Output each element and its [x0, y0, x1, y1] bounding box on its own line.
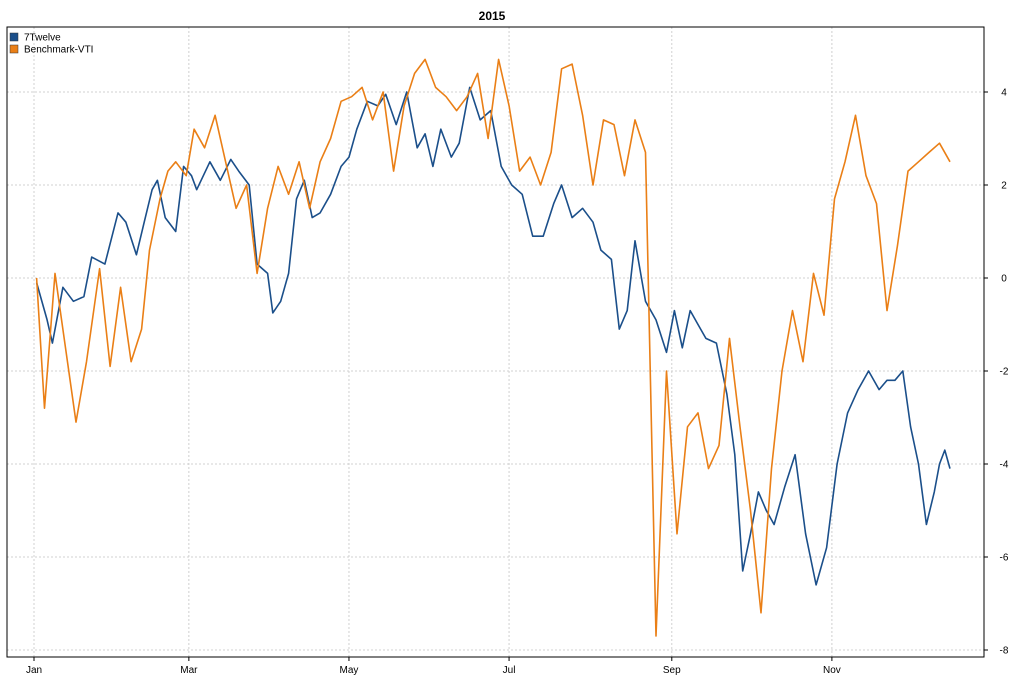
y-tick-label: -6 [1000, 553, 1009, 564]
x-tick-label: Jan [26, 665, 42, 676]
y-tick-label: 4 [1001, 88, 1007, 99]
chart-title: 2015 [479, 9, 506, 23]
legend-label: 7Twelve [24, 33, 61, 44]
plot-frame [6, 26, 985, 658]
legend-label: Benchmark-VTI [24, 45, 93, 56]
series-line-benchmark-vti [35, 58, 951, 637]
x-tick-label: Sep [663, 665, 681, 676]
x-tick-label: May [340, 665, 359, 676]
grid [7, 27, 984, 657]
y-tick-label: -8 [1000, 646, 1009, 657]
y-tick-label: -4 [1000, 460, 1009, 471]
x-tick-label: Nov [823, 665, 841, 676]
legend-swatch [9, 32, 19, 42]
y-tick-label: -2 [1000, 367, 1009, 378]
series-layer [35, 58, 951, 637]
y-tick-label: 0 [1001, 274, 1007, 285]
x-tick-label: Mar [180, 665, 198, 676]
series-line-7twelve [35, 86, 951, 586]
y-axis: -8 -6 -4 -2 0 2 4 [984, 88, 1009, 657]
legend-swatch [9, 44, 19, 54]
x-axis: Jan Mar May Jul Sep Nov [26, 657, 841, 676]
y-tick-label: 2 [1001, 181, 1007, 192]
x-tick-label: Jul [503, 665, 516, 676]
